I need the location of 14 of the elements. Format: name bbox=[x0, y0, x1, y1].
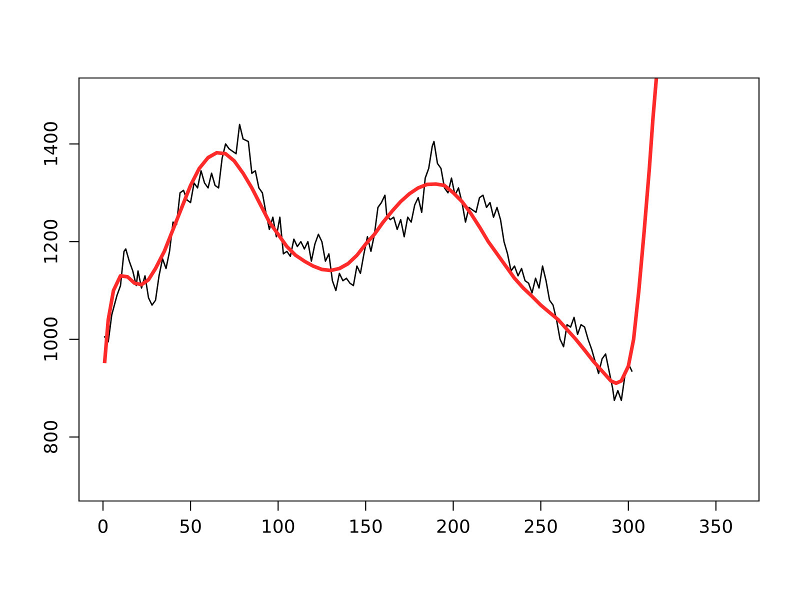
y-tick-label: 1000 bbox=[44, 318, 58, 360]
x-tick-label: 150 bbox=[350, 519, 382, 534]
x-tick-label: 300 bbox=[612, 519, 644, 534]
x-tick-label: 100 bbox=[262, 519, 294, 534]
line-series bbox=[102, 78, 658, 386]
x-tick-label: 250 bbox=[524, 519, 557, 534]
y-tick-label: 1400 bbox=[44, 122, 58, 165]
x-tick-label: 200 bbox=[437, 519, 470, 534]
y-tick-label: 800 bbox=[44, 420, 58, 454]
x-tick-label: 50 bbox=[180, 519, 201, 534]
x-tick-label: 350 bbox=[700, 519, 732, 534]
y-tick-label: 1200 bbox=[44, 220, 58, 263]
line-series bbox=[104, 124, 633, 402]
x-tick-label: 0 bbox=[98, 519, 108, 534]
